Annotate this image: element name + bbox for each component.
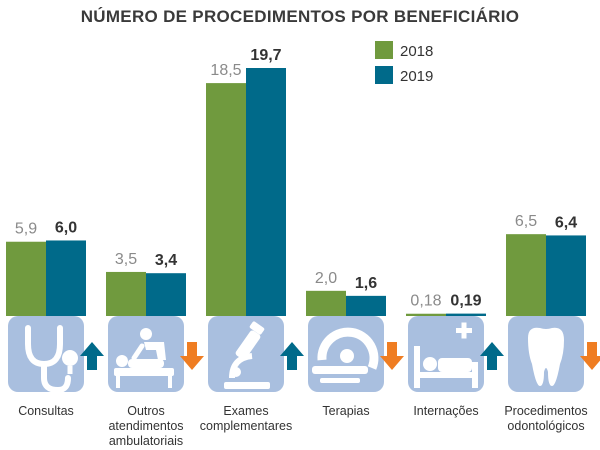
stethoscope-icon <box>8 316 84 394</box>
bar-2019-5 <box>446 313 486 316</box>
bar-2019-2 <box>146 273 186 316</box>
value-label-2019-3: 19,7 <box>250 47 281 64</box>
category-label: Terapias <box>322 404 369 418</box>
legend-swatch-2019 <box>375 66 393 84</box>
value-label-2018-5: 0,18 <box>410 293 441 310</box>
icons-layer <box>8 316 600 394</box>
category-label: Procedimentos <box>504 404 587 418</box>
bar-2018-1 <box>6 241 46 316</box>
value-label-2018-6: 6,5 <box>515 213 537 230</box>
value-label-2018-4: 2,0 <box>315 270 337 287</box>
arrow-down-icon <box>580 342 600 370</box>
legend-label-2018: 2018 <box>400 43 433 60</box>
arrow-down-icon <box>380 342 404 370</box>
legend-swatch-2018 <box>375 41 393 59</box>
physiotherapy-icon <box>108 316 184 392</box>
category-label: odontológicos <box>507 419 584 433</box>
value-label-2018-1: 5,9 <box>15 221 37 238</box>
category-labels-layer: Consultas Outrosatendimentosambulatoriais… <box>18 404 587 448</box>
category-label: Outros <box>127 404 165 418</box>
category-label: ambulatoriais <box>109 434 183 448</box>
bar-2018-6 <box>506 234 546 316</box>
category-label: Exames <box>223 404 268 418</box>
chart-title: NÚMERO DE PROCEDIMENTOS POR BENEFICIÁRIO <box>81 7 520 26</box>
category-label: atendimentos <box>108 419 183 433</box>
bar-2019-3 <box>246 68 286 316</box>
arrow-down-icon <box>180 342 204 370</box>
value-label-2019-4: 1,6 <box>355 275 377 292</box>
bar-2019-1 <box>46 240 86 316</box>
bar-2018-3 <box>206 83 246 316</box>
bar-2018-2 <box>106 271 146 316</box>
value-label-2018-3: 18,5 <box>210 62 241 79</box>
category-label: Internações <box>413 404 478 418</box>
category-label: complementares <box>200 419 292 433</box>
scanner-icon <box>308 316 384 392</box>
legend: 2018 2019 <box>375 41 433 85</box>
bars-layer: 5,9 6,0 3,5 3,4 18,5 19,7 2,0 1,6 0,18 0,19 6,5 6,4 <box>6 47 586 316</box>
legend-label-2019: 2019 <box>400 68 433 85</box>
category-label: Consultas <box>18 404 74 418</box>
arrow-up-icon <box>480 342 504 370</box>
value-label-2019-2: 3,4 <box>155 252 177 269</box>
value-label-2019-6: 6,4 <box>555 214 577 231</box>
value-label-2018-2: 3,5 <box>115 251 137 268</box>
tooth-icon <box>508 316 584 392</box>
hospital-bed-icon <box>408 316 484 392</box>
bar-2018-4 <box>306 290 346 316</box>
arrow-up-icon <box>80 342 104 370</box>
microscope-icon <box>208 316 284 392</box>
bar-2018-5 <box>406 313 446 316</box>
value-label-2019-5: 0,19 <box>450 293 481 310</box>
bar-2019-4 <box>346 295 386 316</box>
value-label-2019-1: 6,0 <box>55 219 77 236</box>
arrow-up-icon <box>280 342 304 370</box>
bar-2019-6 <box>546 235 586 316</box>
